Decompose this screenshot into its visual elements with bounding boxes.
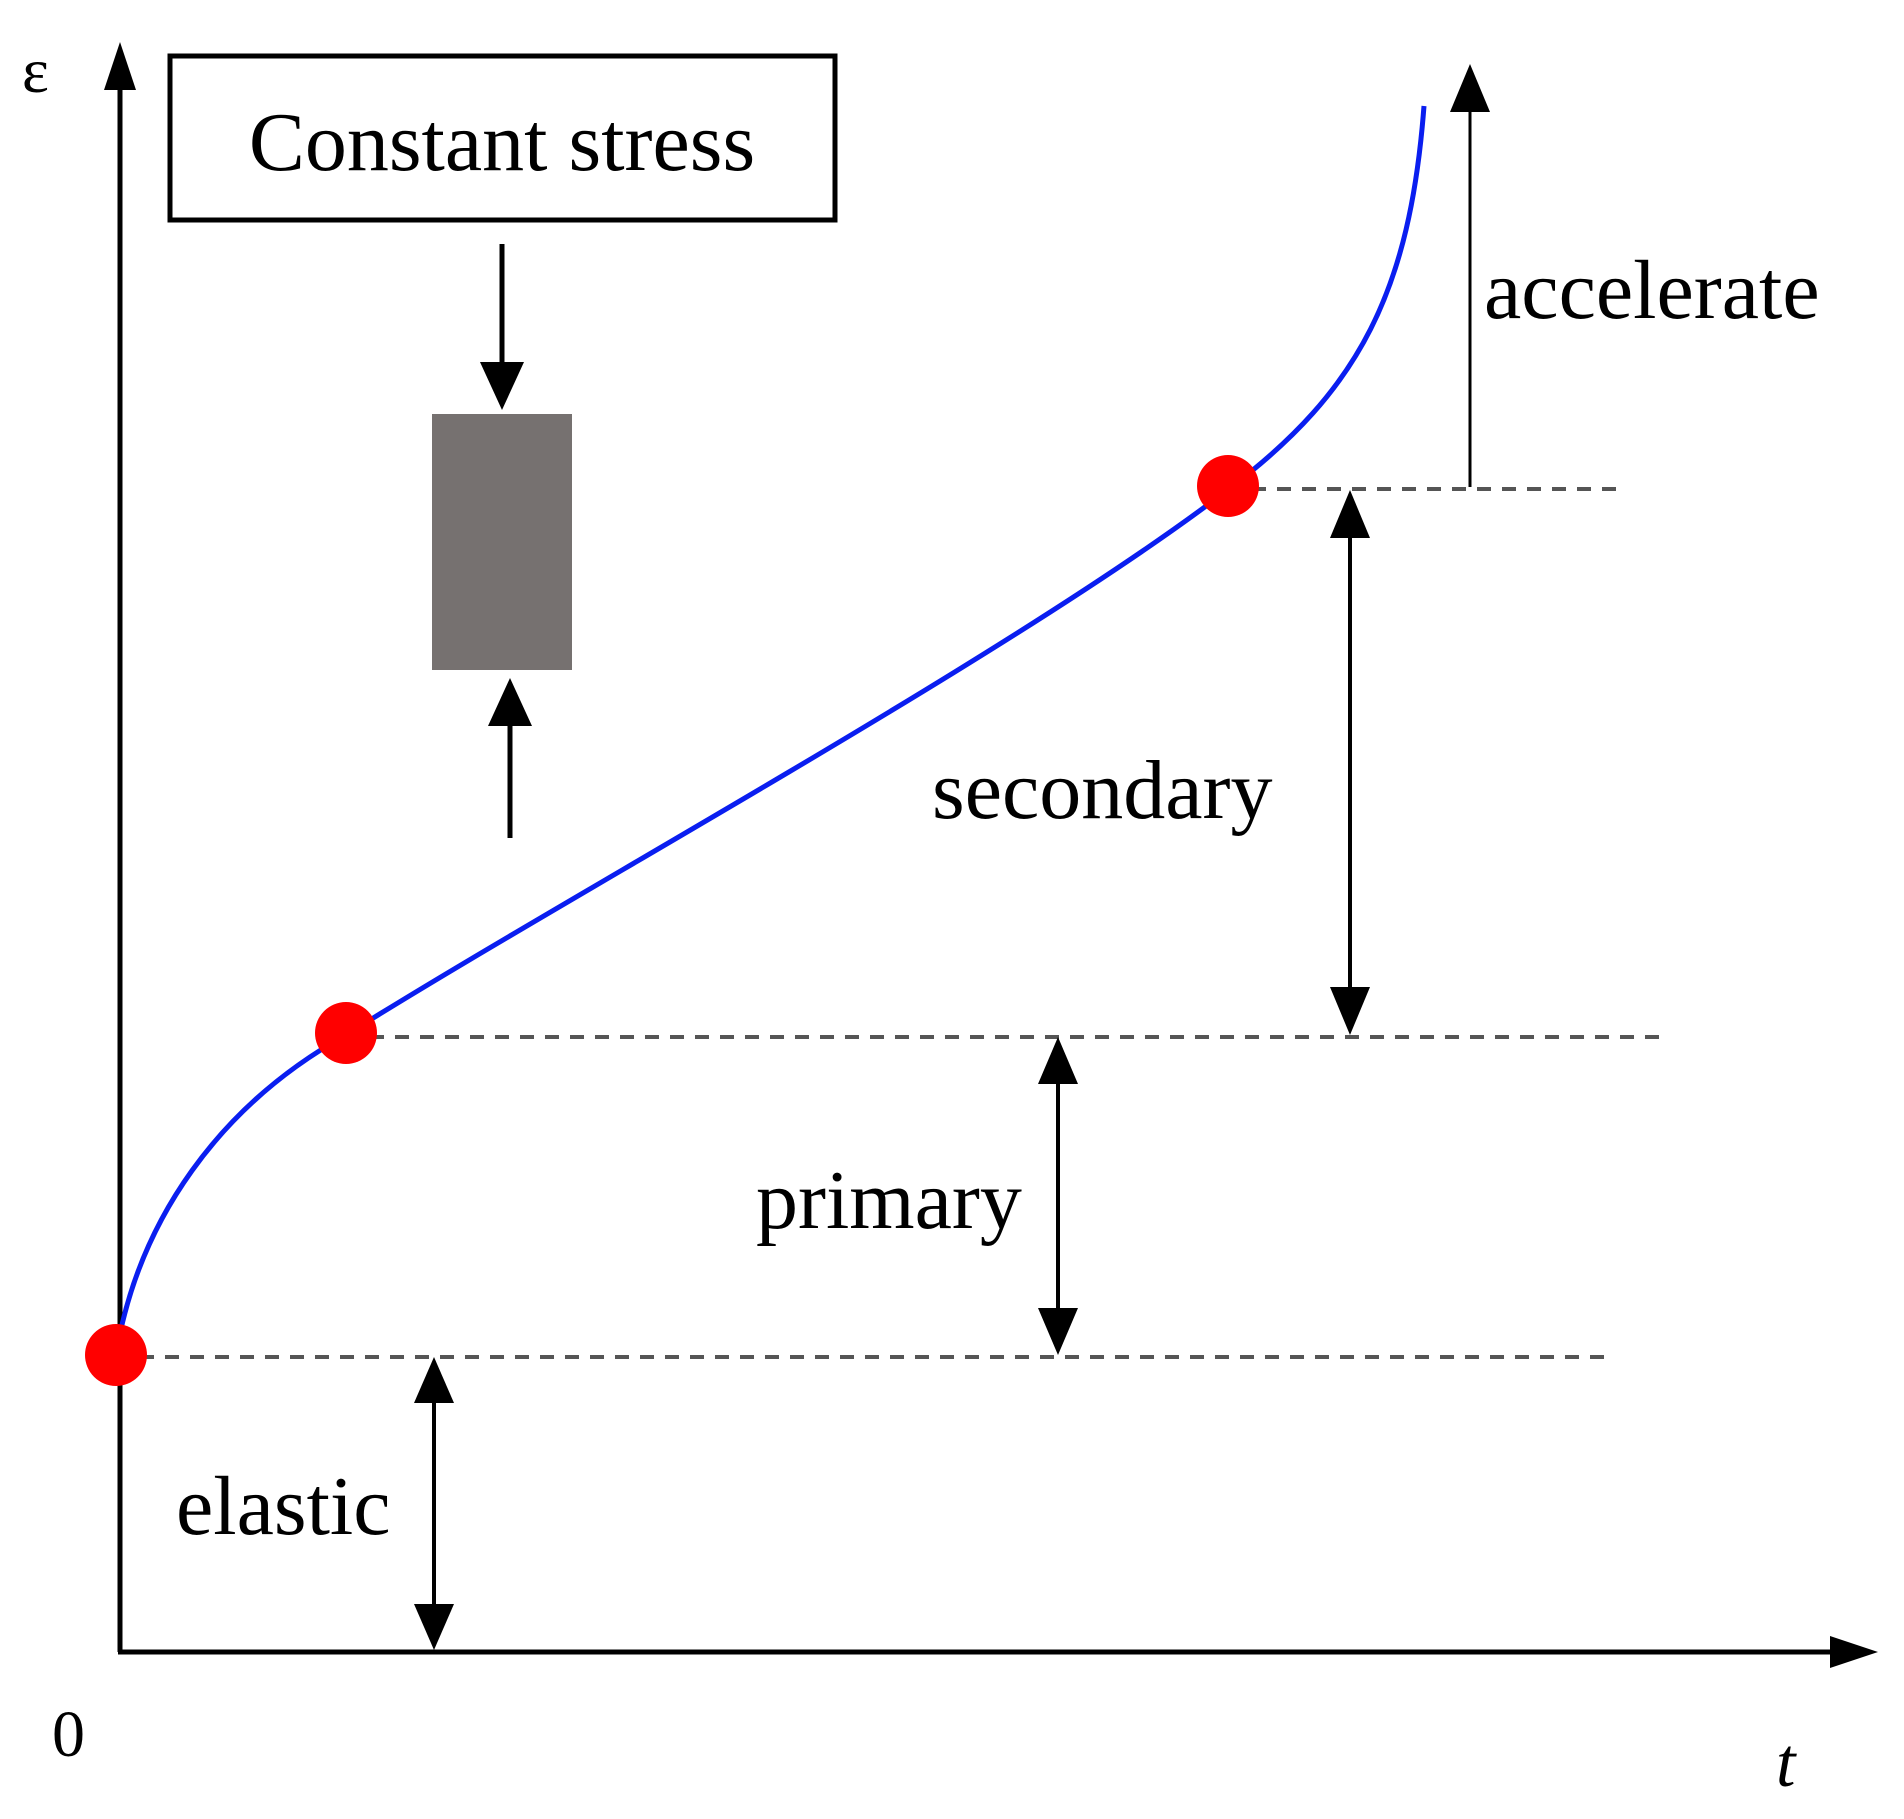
primary-secondary-point [315, 1002, 377, 1064]
origin-label: 0 [52, 1698, 85, 1771]
secondary-label: secondary [932, 744, 1273, 837]
y-axis [104, 42, 136, 1652]
constant-stress-box: Constant stress [167, 53, 838, 223]
primary-span-arrow [1038, 1037, 1078, 1355]
x-axis-symbol: t [1776, 1725, 1797, 1802]
accelerate-label: accelerate [1484, 244, 1820, 337]
specimen-block [432, 414, 572, 670]
creep-curve [113, 105, 1427, 1356]
elastic-label: elastic [176, 1460, 391, 1553]
load-arrow-up [488, 678, 532, 838]
primary-label: primary [756, 1154, 1022, 1247]
constant-stress-label: Constant stress [249, 96, 755, 189]
load-arrow-down [480, 244, 524, 410]
y-axis-symbol: ε [22, 35, 49, 106]
accelerate-arrow [1450, 64, 1490, 487]
elastic-span-arrow [414, 1357, 454, 1650]
secondary-tertiary-point [1197, 455, 1259, 517]
x-axis [118, 1636, 1878, 1668]
elastic-point [85, 1324, 147, 1386]
secondary-span-arrow [1330, 490, 1370, 1035]
